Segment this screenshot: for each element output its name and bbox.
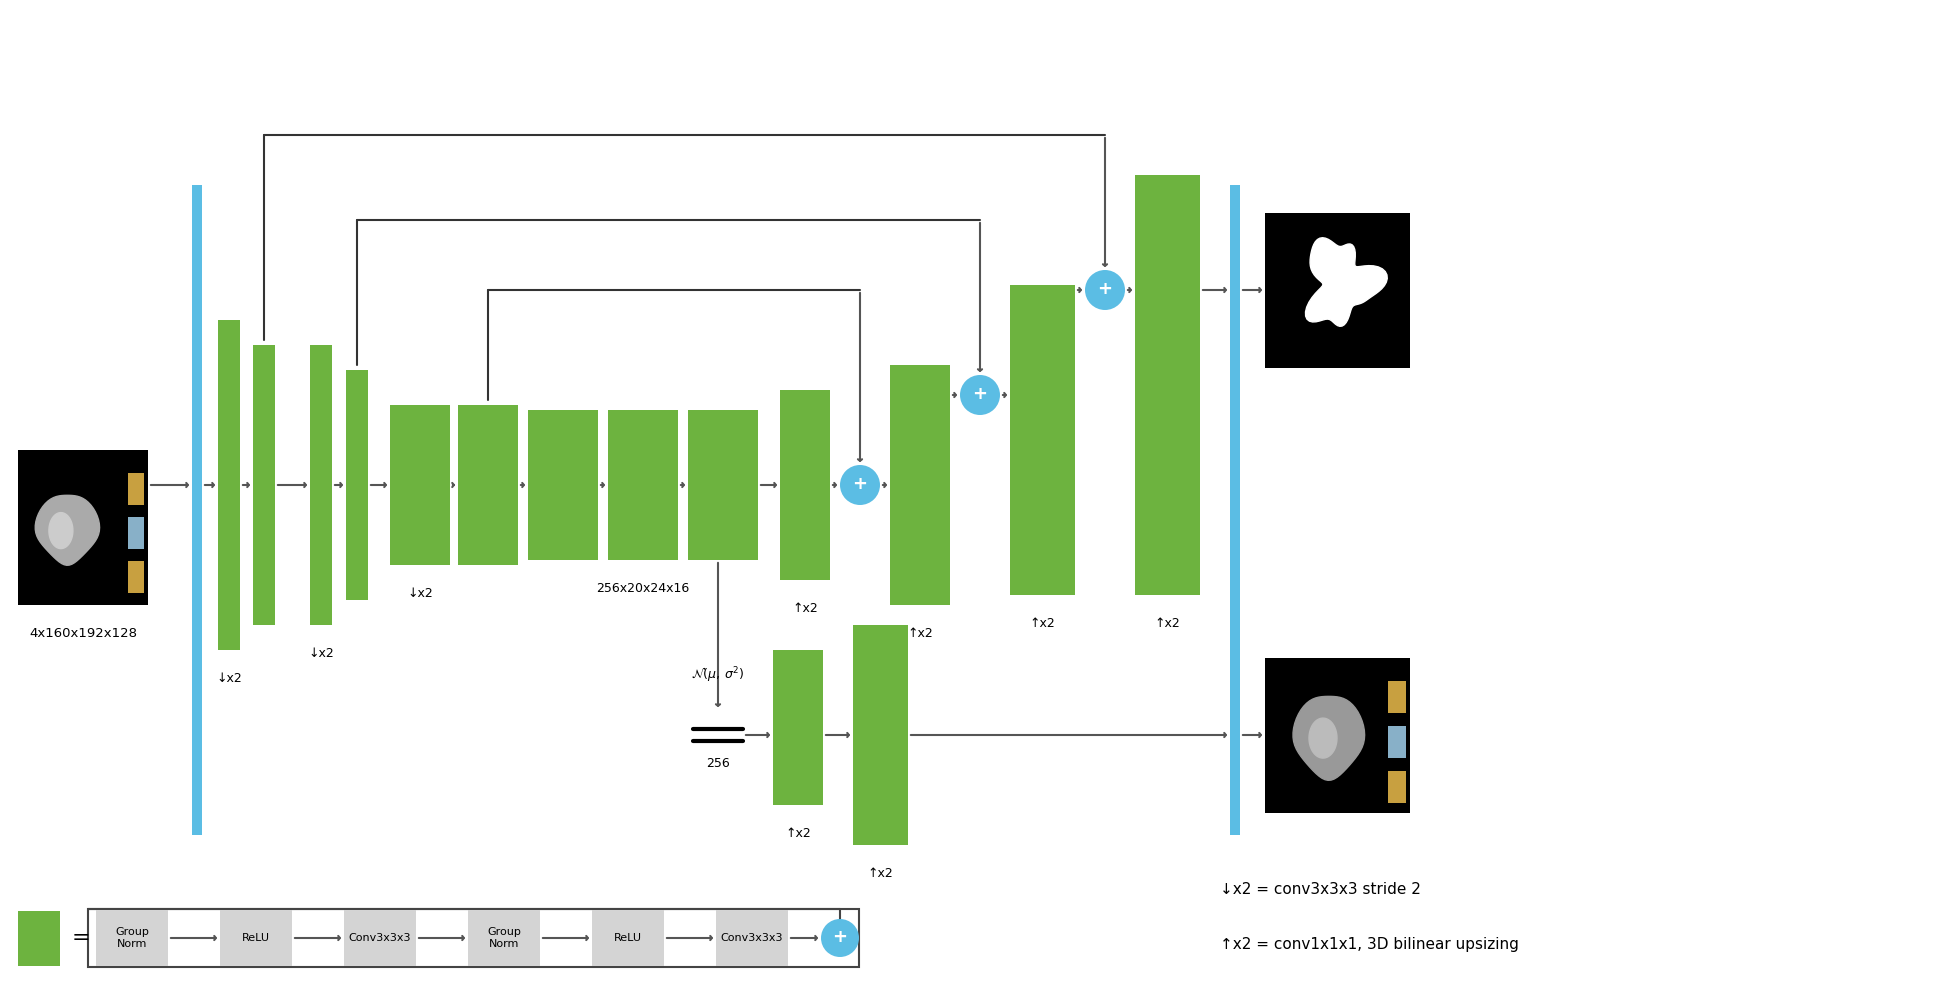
FancyBboxPatch shape [18,911,61,965]
FancyBboxPatch shape [1264,657,1409,813]
FancyBboxPatch shape [890,365,951,605]
Polygon shape [1309,718,1337,758]
Polygon shape [1294,696,1364,780]
Text: 4x160x192x128: 4x160x192x128 [29,627,137,640]
Circle shape [841,465,880,505]
FancyBboxPatch shape [468,910,541,966]
Text: 256x20x24x16: 256x20x24x16 [596,582,690,595]
FancyBboxPatch shape [780,390,829,580]
FancyBboxPatch shape [390,405,451,565]
FancyBboxPatch shape [127,561,143,593]
Text: +: + [1098,280,1113,298]
FancyBboxPatch shape [345,910,416,966]
FancyBboxPatch shape [347,370,368,600]
Text: ↓x2 = conv3x3x3 stride 2: ↓x2 = conv3x3x3 stride 2 [1219,882,1421,898]
Text: ReLU: ReLU [241,933,270,943]
FancyBboxPatch shape [772,650,823,805]
Text: ↑x2: ↑x2 [907,627,933,640]
Text: +: + [853,475,868,493]
Text: +: + [972,385,988,403]
Polygon shape [1305,238,1388,327]
Text: =: = [73,928,90,948]
Text: Conv3x3x3: Conv3x3x3 [349,933,412,943]
FancyBboxPatch shape [527,410,598,560]
Text: Group
Norm: Group Norm [116,928,149,948]
Text: 256: 256 [706,757,729,770]
Text: ↓x2: ↓x2 [216,672,241,685]
FancyBboxPatch shape [592,910,664,966]
FancyBboxPatch shape [1135,175,1200,595]
FancyBboxPatch shape [853,625,907,845]
FancyBboxPatch shape [192,185,202,835]
FancyBboxPatch shape [1264,213,1409,367]
FancyBboxPatch shape [220,910,292,966]
Polygon shape [49,513,73,548]
Text: ↑x2: ↑x2 [868,867,894,880]
FancyBboxPatch shape [1388,680,1405,713]
FancyBboxPatch shape [253,345,274,625]
FancyBboxPatch shape [715,910,788,966]
FancyBboxPatch shape [688,410,759,560]
Text: ReLU: ReLU [613,933,643,943]
Text: ↑x2 = conv1x1x1, 3D bilinear upsizing: ↑x2 = conv1x1x1, 3D bilinear upsizing [1219,938,1519,952]
FancyBboxPatch shape [1231,185,1241,835]
Text: Conv3x3x3: Conv3x3x3 [721,933,784,943]
Text: $\mathcal{N}(\mu,\,\sigma^2)$: $\mathcal{N}(\mu,\,\sigma^2)$ [692,665,745,685]
Text: Group
Norm: Group Norm [488,928,521,948]
FancyBboxPatch shape [608,410,678,560]
Circle shape [960,375,1000,415]
Text: ↓x2: ↓x2 [308,647,333,660]
FancyBboxPatch shape [18,450,149,605]
FancyBboxPatch shape [127,473,143,505]
FancyBboxPatch shape [218,320,239,650]
Text: +: + [833,928,847,946]
Text: ↑x2: ↑x2 [1029,617,1054,630]
Text: ↑x2: ↑x2 [786,827,811,840]
Text: ↑x2: ↑x2 [1154,617,1180,630]
Text: ↓x2: ↓x2 [408,587,433,600]
Circle shape [1086,270,1125,310]
Circle shape [821,919,858,957]
FancyBboxPatch shape [310,345,331,625]
FancyBboxPatch shape [96,910,169,966]
FancyBboxPatch shape [1388,726,1405,757]
FancyBboxPatch shape [1388,770,1405,803]
Polygon shape [35,495,100,565]
FancyBboxPatch shape [459,405,517,565]
Text: ↑x2: ↑x2 [792,602,817,615]
FancyBboxPatch shape [1009,285,1074,595]
FancyBboxPatch shape [127,517,143,549]
